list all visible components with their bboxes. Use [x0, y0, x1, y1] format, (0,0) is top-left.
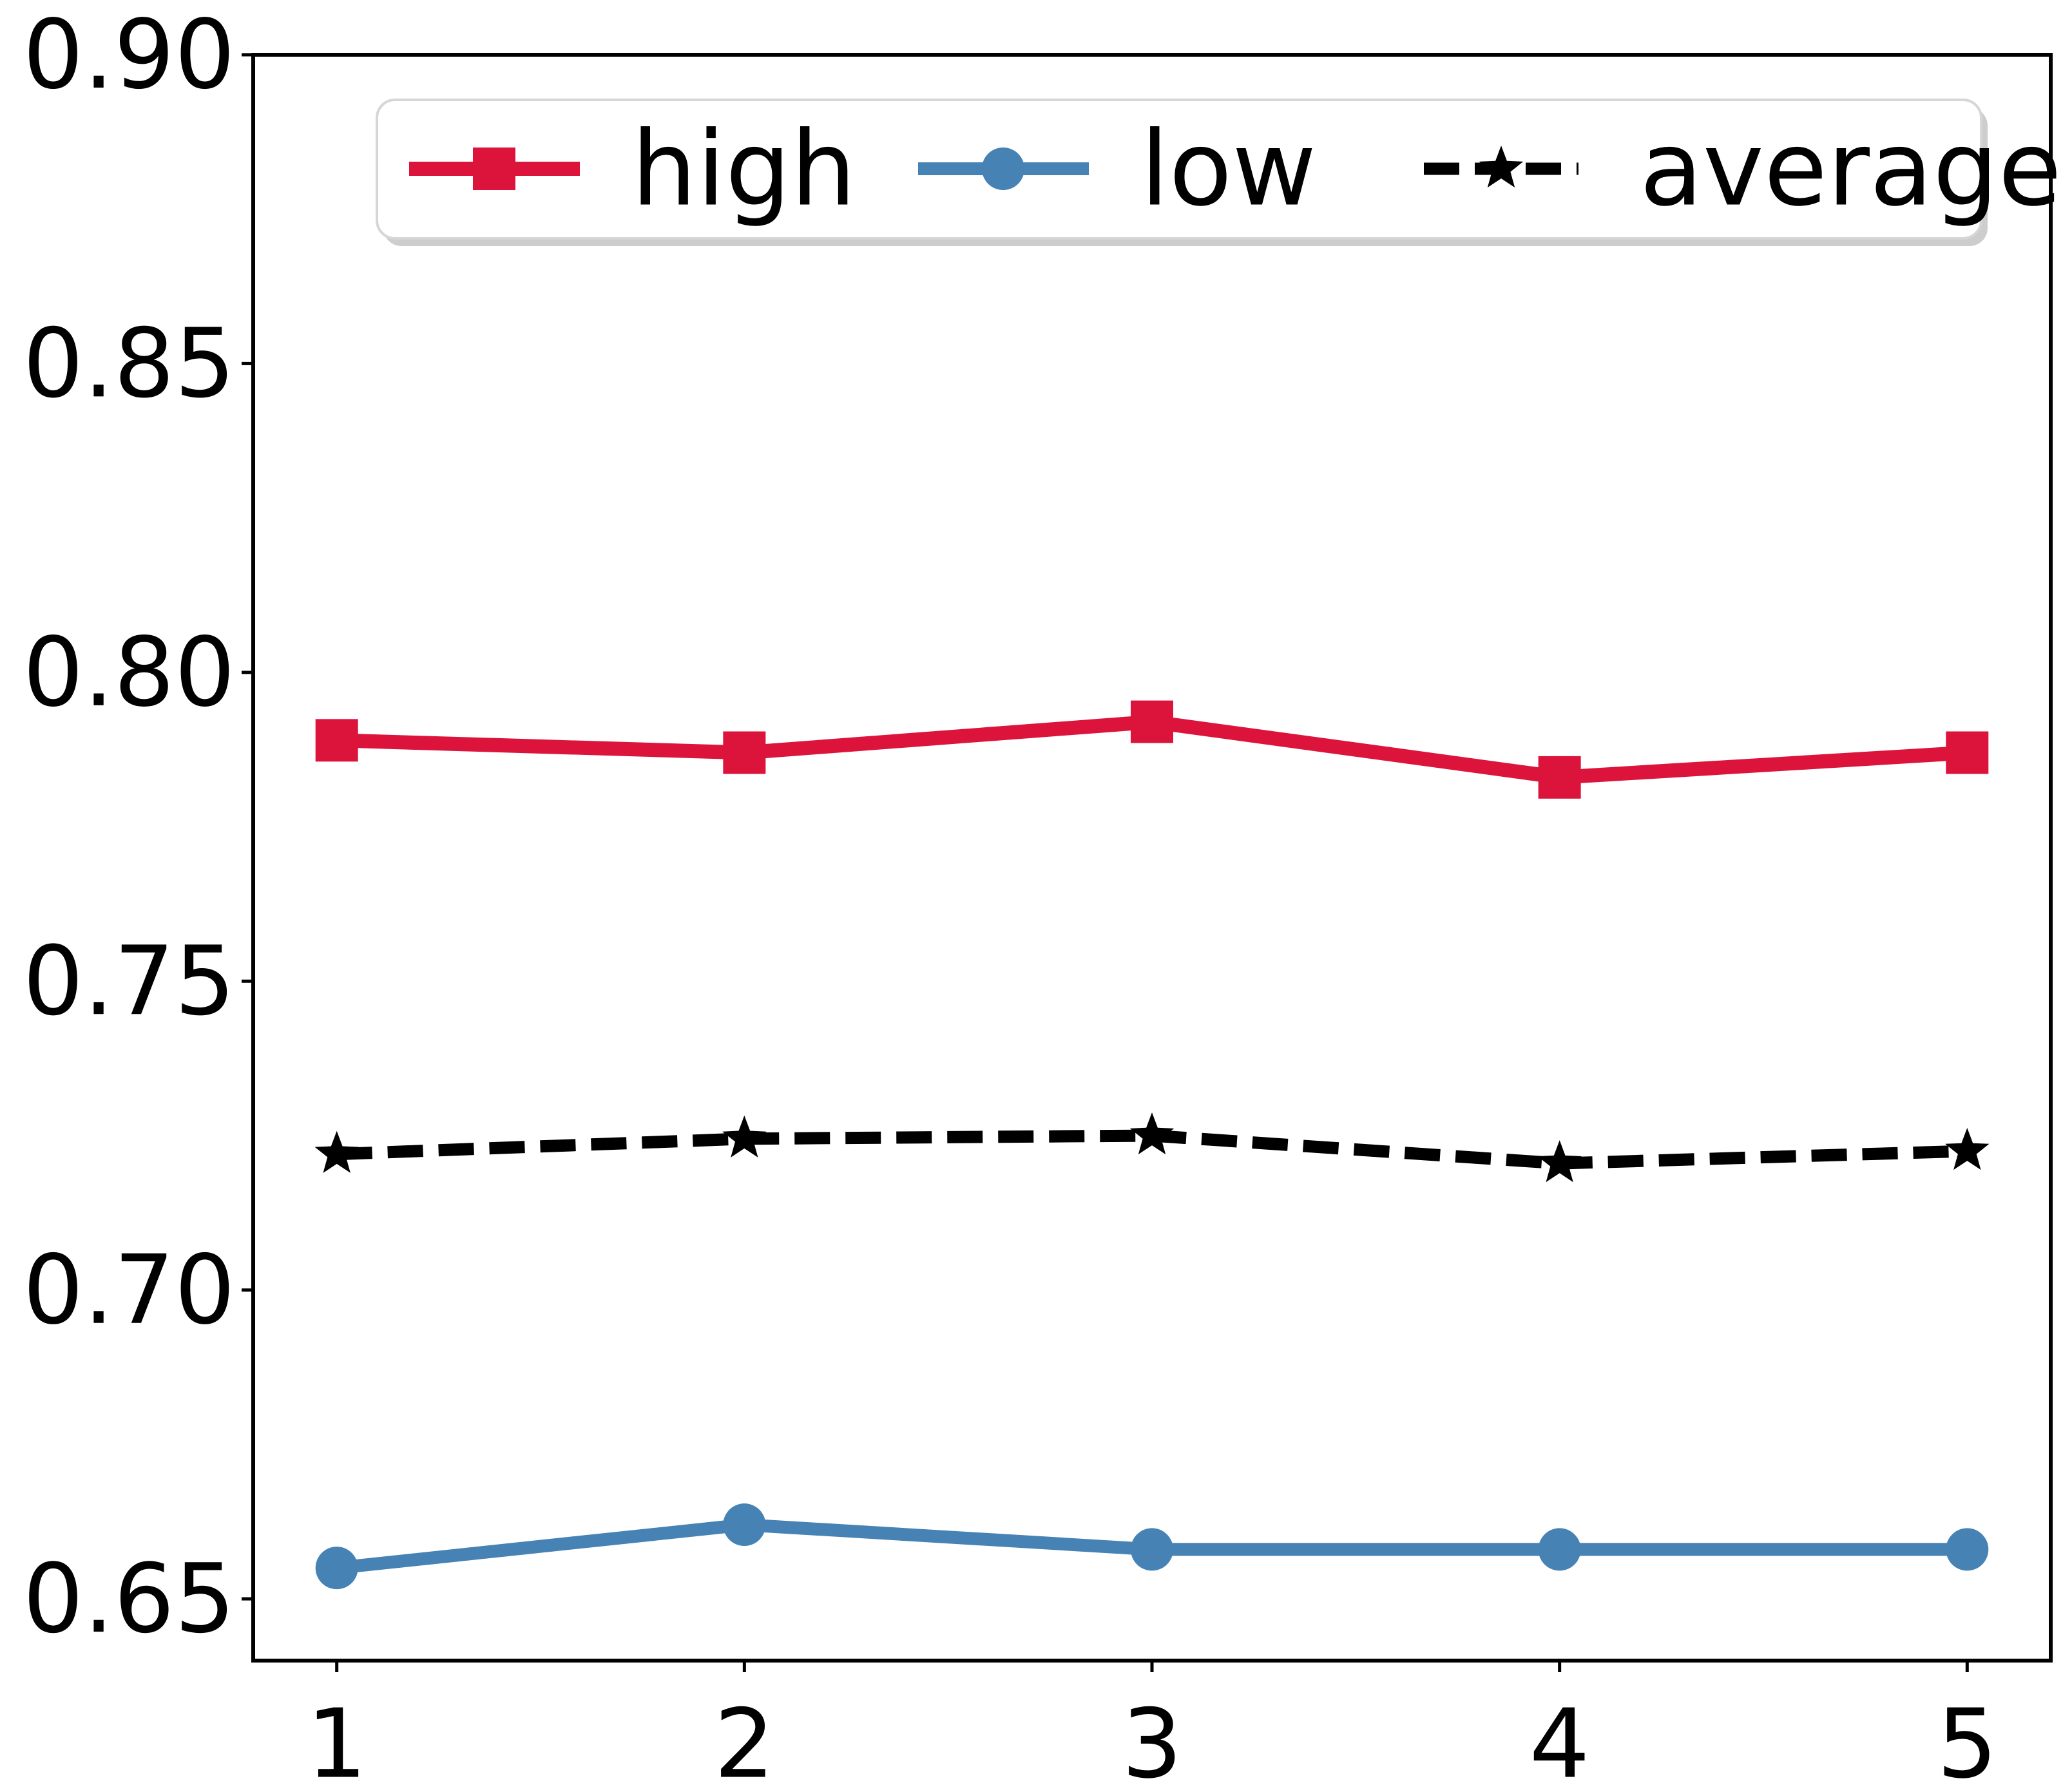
y-tick-label-0.65: 0.65: [23, 1543, 235, 1654]
series-low-marker-3: [1131, 1528, 1173, 1571]
y-tick-label-0.90: 0.90: [23, 0, 235, 110]
legend-marker-average: [1479, 146, 1524, 188]
y-tick-label-0.80: 0.80: [23, 617, 235, 728]
series-high-marker-1: [315, 719, 358, 762]
legend-label-high: high: [631, 109, 856, 229]
series-high-marker-2: [723, 731, 766, 774]
x-tick-label-2: 2: [714, 1689, 774, 1792]
series-average-marker-3: [1129, 1112, 1175, 1155]
y-tick-label-0.75: 0.75: [23, 926, 235, 1036]
legend-marker-low: [982, 148, 1024, 190]
series-average-marker-5: [1945, 1128, 1990, 1170]
series-high-marker-4: [1538, 756, 1581, 799]
plot-frame: [251, 53, 2053, 1663]
series-average-marker-2: [722, 1115, 767, 1158]
legend-marker-high: [473, 148, 515, 190]
series-average-marker-1: [314, 1130, 359, 1173]
legend-label-low: low: [1140, 109, 1316, 229]
y-tick-label-0.85: 0.85: [23, 308, 235, 419]
series-high-marker-3: [1131, 700, 1173, 743]
series-low-marker-5: [1946, 1528, 1989, 1571]
legend-label-average: average: [1640, 109, 2062, 229]
x-tick-label-4: 4: [1530, 1689, 1590, 1792]
series-low-marker-2: [723, 1503, 766, 1547]
x-tick-label-1: 1: [307, 1689, 367, 1792]
series-low-marker-4: [1538, 1528, 1581, 1571]
x-tick-label-5: 5: [1937, 1689, 1997, 1792]
series-average-marker-4: [1537, 1140, 1582, 1183]
legend-box: [376, 99, 1982, 240]
x-tick-label-3: 3: [1122, 1689, 1182, 1792]
series-low-marker-1: [315, 1547, 358, 1590]
series-high-marker-5: [1946, 731, 1989, 774]
y-tick-label-0.70: 0.70: [23, 1235, 235, 1346]
